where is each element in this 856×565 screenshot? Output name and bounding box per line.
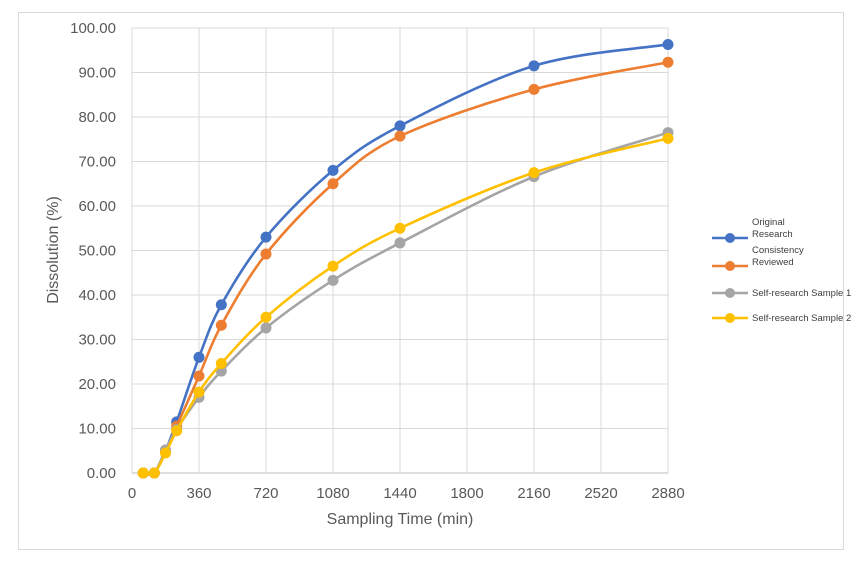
y-tick-label: 0.00 (87, 465, 116, 482)
legend-label: Research (752, 229, 793, 240)
data-point (662, 132, 674, 144)
x-tick-label: 720 (253, 485, 278, 502)
x-axis-title: Sampling Time (min) (327, 511, 474, 528)
legend-swatch-marker (725, 261, 735, 271)
legend-item: Self-research Sample 1 (712, 288, 851, 299)
y-tick-label: 90.00 (78, 65, 116, 82)
data-point (394, 222, 406, 234)
data-point (662, 38, 674, 50)
y-tick-label: 70.00 (78, 154, 116, 171)
grid-layer (131, 27, 669, 474)
series-4 (137, 132, 674, 479)
y-tick-label: 100.00 (70, 20, 116, 37)
y-tick-label: 40.00 (78, 287, 116, 304)
data-point (528, 83, 540, 95)
y-axis-title: Dissolution (%) (45, 196, 62, 304)
y-tick-label: 30.00 (78, 332, 116, 349)
data-point (327, 178, 339, 190)
data-point (193, 386, 205, 398)
data-point (327, 274, 339, 286)
data-point (662, 56, 674, 68)
data-point (260, 231, 272, 243)
y-tick-label: 20.00 (78, 376, 116, 393)
data-point (215, 358, 227, 370)
x-tick-label: 2160 (517, 485, 550, 502)
legend-label: Consistency (752, 245, 804, 256)
data-point (260, 322, 272, 334)
tick-layer: 0.00 10.00 20.00 30.00 40.00 50.00 60.00 70.00 8… (70, 20, 685, 502)
data-point (394, 130, 406, 142)
data-point (327, 164, 339, 176)
legend-label: Original (752, 217, 785, 228)
data-point (528, 167, 540, 179)
x-tick-label: 360 (186, 485, 211, 502)
y-tick-label: 60.00 (78, 198, 116, 215)
legend-label: Self-research Sample 1 (752, 288, 851, 299)
legend-label: Self-research Sample 2 (752, 313, 851, 324)
data-point (260, 311, 272, 323)
data-point (215, 299, 227, 311)
series-line (142, 43, 669, 476)
chart-frame (18, 12, 844, 550)
data-point (193, 370, 205, 382)
legend-item: Self-research Sample 2 (712, 313, 851, 324)
data-point (327, 260, 339, 272)
legend: OriginalResearchConsistencyReviewedSelf-… (712, 217, 851, 324)
x-tick-label: 2880 (651, 485, 684, 502)
y-tick-label: 50.00 (78, 243, 116, 260)
series-2 (137, 56, 674, 479)
x-tick-label: 1440 (383, 485, 416, 502)
data-point (394, 120, 406, 132)
data-point (394, 237, 406, 249)
x-tick-label: 1080 (316, 485, 349, 502)
legend-swatch-marker (725, 313, 735, 323)
legend-swatch-marker (725, 288, 735, 298)
y-tick-label: 80.00 (78, 109, 116, 126)
legend-swatch-marker (725, 233, 735, 243)
data-point (148, 467, 160, 479)
data-point (160, 447, 171, 459)
x-tick-label: 2520 (584, 485, 617, 502)
x-tick-label: 1800 (450, 485, 483, 502)
data-point (193, 351, 205, 363)
y-tick-label: 10.00 (78, 421, 116, 438)
data-point (528, 60, 540, 72)
legend-label: Reviewed (752, 257, 794, 268)
data-point (137, 467, 149, 479)
series-1 (137, 38, 674, 479)
x-tick-label: 0 (128, 485, 136, 502)
data-point (171, 425, 183, 437)
data-point (260, 248, 272, 260)
data-point (215, 319, 227, 331)
series-layer (137, 38, 674, 479)
